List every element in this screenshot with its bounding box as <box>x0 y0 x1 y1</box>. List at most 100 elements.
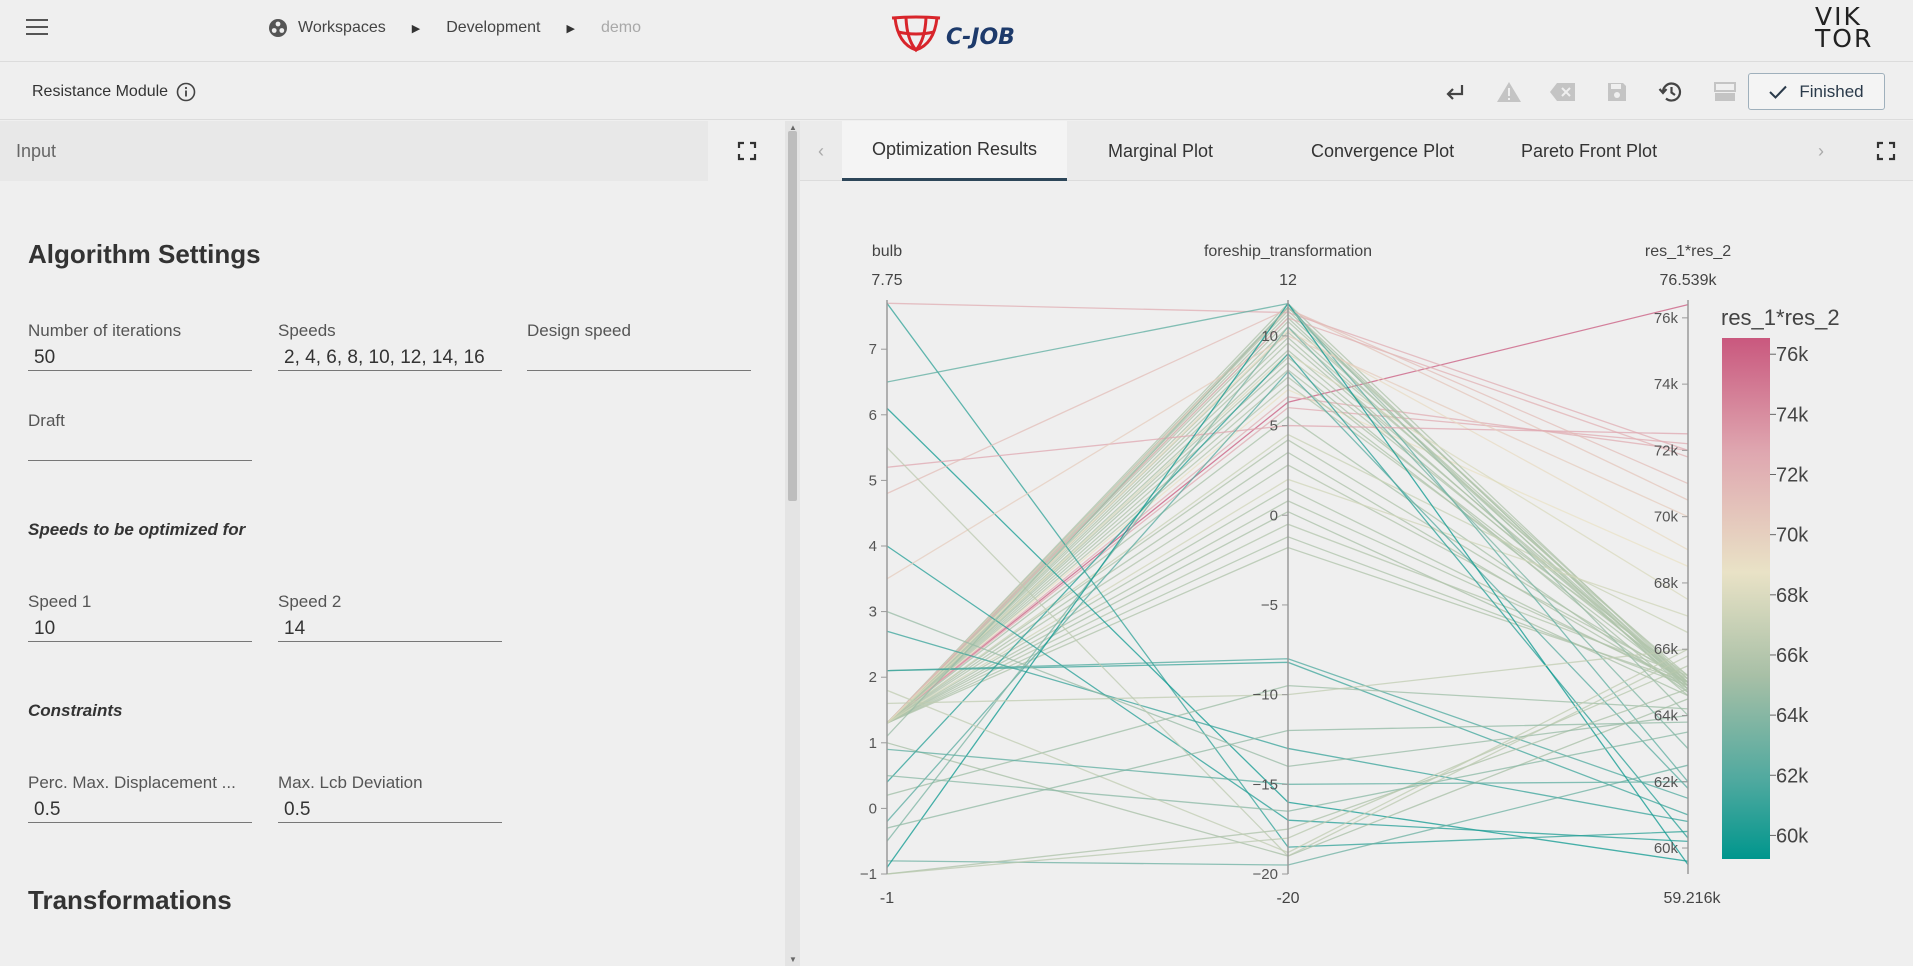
speed2-label: Speed 2 <box>278 592 342 611</box>
tab-scroll-right-icon[interactable]: › <box>1818 140 1824 161</box>
tab-optimization-results[interactable]: Optimization Results <box>842 121 1068 181</box>
axis-tick-label: 2 <box>869 669 877 686</box>
axis-tick-label: 68k <box>1654 575 1679 592</box>
breadcrumb-workspaces[interactable]: Workspaces <box>298 19 386 36</box>
tab-pareto-front-plot[interactable]: Pareto Front Plot <box>1521 140 1658 161</box>
workspaces-icon <box>269 19 287 37</box>
tab-scroll-left-icon[interactable]: ‹ <box>818 140 824 161</box>
viktor-logo: VIK TOR <box>1815 2 1874 53</box>
results-tabs: ‹ Optimization Results Marginal Plot Con… <box>800 121 1913 181</box>
axis-range-min: -1 <box>880 890 894 907</box>
axis-title: bulb <box>872 243 902 260</box>
fullscreen-icon <box>737 141 756 161</box>
colorbar-tick-label: 66k <box>1776 645 1809 667</box>
parallel-coordinates-plot[interactable]: bulb7.75-176543210−1foreship_transformat… <box>800 183 1913 966</box>
speed2-field[interactable]: Speed 2 14 <box>278 592 502 642</box>
axis-tick-label: 6 <box>869 407 877 424</box>
iterations-field[interactable]: Number of iterations 50 <box>28 321 252 371</box>
breadcrumb-demo: demo <box>600 19 641 36</box>
input-scrollbar[interactable]: ▲ ▼ <box>785 121 800 966</box>
draft-label: Draft <box>28 411 65 430</box>
save-icon <box>1608 83 1626 101</box>
save-button[interactable] <box>1590 76 1644 108</box>
iterations-label: Number of iterations <box>28 321 182 340</box>
axis-range-max: 7.75 <box>871 272 902 289</box>
warning-icon <box>1497 82 1521 102</box>
svg-text:C-JOB: C-JOB <box>946 25 1015 50</box>
expand-results-button[interactable] <box>1858 121 1913 181</box>
scroll-up-icon[interactable]: ▲ <box>789 123 797 132</box>
axis-tick-label: 5 <box>1270 418 1278 435</box>
breadcrumb: Workspaces ▶ Development ▶ demo <box>268 18 641 38</box>
cjob-logo: C-JOB <box>891 15 1015 53</box>
axis-tick-label: 70k <box>1654 509 1679 526</box>
axis-range-min: 59.216k <box>1664 890 1722 907</box>
axis-tick-label: −10 <box>1253 687 1278 704</box>
results-panel: ‹ Optimization Results Marginal Plot Con… <box>800 121 1913 966</box>
draft-field[interactable]: Draft <box>28 411 252 461</box>
finished-button[interactable]: Finished <box>1748 73 1885 110</box>
lcb-deviation-input[interactable]: 0.5 <box>278 793 502 823</box>
scrollbar-thumb[interactable] <box>788 131 797 501</box>
history-button[interactable] <box>1644 76 1698 108</box>
colorbar-tick-label: 74k <box>1776 404 1809 426</box>
input-panel-header: Input <box>0 121 708 181</box>
design-speed-field[interactable]: Design speed <box>527 321 751 371</box>
finished-label: Finished <box>1799 81 1864 101</box>
speeds-label: Speeds <box>278 321 336 340</box>
module-title-text: Resistance Module <box>32 83 169 100</box>
colorbar-tick-label: 62k <box>1776 765 1809 787</box>
lcb-deviation-field[interactable]: Max. Lcb Deviation 0.5 <box>278 773 502 823</box>
info-icon[interactable] <box>176 82 196 102</box>
expand-input-button[interactable] <box>708 121 785 181</box>
check-icon <box>1769 85 1788 99</box>
scroll-down-icon[interactable]: ▼ <box>789 955 797 964</box>
perc-displacement-label: Perc. Max. Displacement ... <box>28 773 236 792</box>
colorbar-tick-label: 60k <box>1776 825 1809 847</box>
tab-marginal-plot[interactable]: Marginal Plot <box>1108 140 1214 161</box>
module-title: Resistance Module <box>32 82 196 102</box>
colorbar-tick-label: 70k <box>1776 525 1809 547</box>
fullscreen-icon <box>1876 141 1895 161</box>
speed2-input[interactable]: 14 <box>278 612 502 642</box>
design-speed-input[interactable] <box>527 341 751 371</box>
speed1-field[interactable]: Speed 1 10 <box>28 592 252 642</box>
axis-tick-label: −5 <box>1261 597 1278 614</box>
tab-convergence-plot[interactable]: Convergence Plot <box>1311 140 1455 161</box>
perc-displacement-field[interactable]: Perc. Max. Displacement ... 0.5 <box>28 773 252 823</box>
axis-tick-label: 5 <box>869 472 877 489</box>
perc-displacement-input[interactable]: 0.5 <box>28 793 252 823</box>
breadcrumb-development[interactable]: Development <box>446 19 541 36</box>
input-panel: Input Algorithm Settings Number of itera… <box>0 121 785 966</box>
clear-button[interactable] <box>1536 76 1590 108</box>
return-icon <box>1446 85 1464 100</box>
axis-tick-label: 72k <box>1654 442 1679 459</box>
input-panel-title: Input <box>16 141 57 161</box>
warning-button[interactable] <box>1482 76 1536 108</box>
constraints-heading: Constraints <box>28 701 123 720</box>
return-button[interactable] <box>1428 76 1482 108</box>
design-speed-label: Design speed <box>527 321 631 340</box>
axis-range-min: -20 <box>1276 890 1299 907</box>
iterations-input[interactable]: 50 <box>28 341 252 371</box>
axis-tick-label: 3 <box>869 604 877 621</box>
speeds-field[interactable]: Speeds 2, 4, 6, 8, 10, 12, 14, 16 <box>278 321 502 371</box>
history-icon <box>1658 82 1682 102</box>
axis-title: res_1*res_2 <box>1645 243 1731 260</box>
axis-tick-label: 74k <box>1654 376 1679 393</box>
axis-tick-label: 66k <box>1654 641 1679 658</box>
speeds-input[interactable]: 2, 4, 6, 8, 10, 12, 14, 16 <box>278 341 502 371</box>
axis-tick-label: 10 <box>1261 328 1278 345</box>
editor-toolbar <box>1428 76 1752 108</box>
breadcrumb-separator-icon: ▶ <box>566 22 575 35</box>
draft-input[interactable] <box>28 431 252 461</box>
colorbar-title: res_1*res_2 <box>1721 305 1840 330</box>
speeds-optimized-heading: Speeds to be optimized for <box>28 520 246 539</box>
top-bar: Workspaces ▶ Development ▶ demo C-JOB VI… <box>0 0 1913 62</box>
split-view-button[interactable] <box>1698 76 1752 108</box>
axis-tick-label: 62k <box>1654 774 1679 791</box>
hamburger-menu-icon[interactable] <box>26 19 48 37</box>
axis-tick-label: 76k <box>1654 310 1679 327</box>
axis-tick-label: 60k <box>1654 840 1679 857</box>
speed1-input[interactable]: 10 <box>28 612 252 642</box>
